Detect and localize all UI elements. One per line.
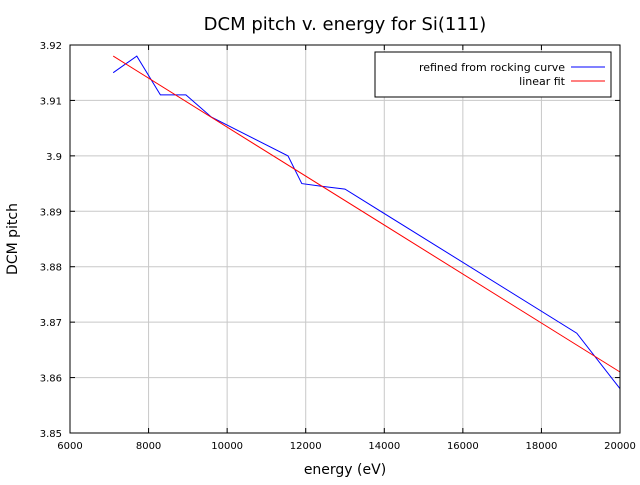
series-line-0 — [112, 55, 621, 390]
series-layer — [112, 55, 621, 390]
x-tick-label: 16000 — [447, 441, 479, 452]
x-tick-label: 6000 — [57, 441, 82, 452]
x-tick-label: 14000 — [368, 441, 400, 452]
y-tick-label: 3.87 — [40, 318, 62, 329]
y-tick-label: 3.91 — [40, 96, 62, 107]
x-tick-label: 10000 — [211, 441, 243, 452]
x-tick-label: 8000 — [136, 441, 161, 452]
grid — [70, 45, 620, 433]
y-tick-label: 3.92 — [40, 41, 62, 52]
legend-box — [374, 51, 612, 98]
axis-ticks: 6000 8000 10000 12000 14000 16000 18000 20000 3.… — [40, 41, 636, 452]
y-tick-label: 3.9 — [46, 152, 62, 163]
y-tick-label: 3.85 — [40, 429, 62, 440]
chart-title: DCM pitch v. energy for Si(111) — [204, 14, 487, 35]
series-line-1 — [112, 55, 621, 373]
x-tick-label: 18000 — [526, 441, 558, 452]
y-axis-label: DCM pitch — [5, 203, 21, 275]
y-tick-label: 3.89 — [40, 207, 62, 218]
plot-frame — [69, 44, 621, 434]
y-tick-label: 3.88 — [40, 263, 62, 274]
y-tick-label: 3.86 — [40, 374, 62, 385]
legend-label-1: linear fit — [519, 75, 566, 88]
x-tick-label: 12000 — [290, 441, 322, 452]
x-axis-label: energy (eV) — [304, 462, 386, 478]
x-tick-label: 20000 — [604, 441, 636, 452]
legend-label-0: refined from rocking curve — [419, 61, 565, 74]
